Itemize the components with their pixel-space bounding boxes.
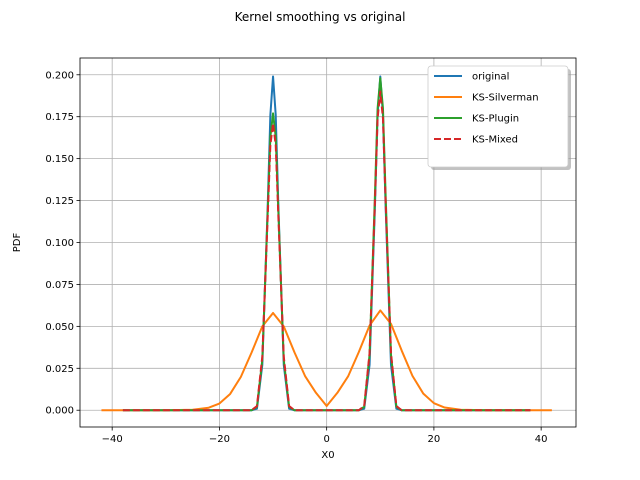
y-axis: 0.000 0.025 0.050 0.075 0.100 0.125 0.150 0.175… <box>45 70 80 417</box>
legend-entry-label: original <box>472 72 509 83</box>
y-tick-label: 0.200 <box>45 70 74 81</box>
x-tick-label: 40 <box>535 434 548 445</box>
y-tick-label: 0.175 <box>45 112 74 123</box>
x-tick-label: 0 <box>323 434 329 445</box>
legend-box <box>427 65 569 168</box>
legend-entry-label: KS-Mixed <box>472 135 518 146</box>
x-axis-label: X0 <box>321 450 334 461</box>
legend-entry-label: KS-Plugin <box>472 114 519 125</box>
y-tick-label: 0.075 <box>45 280 74 291</box>
y-tick-label: 0.050 <box>45 322 74 333</box>
x-tick-label: 20 <box>428 434 441 445</box>
y-tick-label: 0.125 <box>45 196 74 207</box>
grid <box>80 58 576 427</box>
y-tick-label: 0.025 <box>45 364 74 375</box>
series-lines <box>101 75 552 412</box>
x-axis: −40 −20 0 20 40 <box>102 427 548 445</box>
x-tick-label: −20 <box>209 434 230 445</box>
chart-title: Kernel smoothing vs original <box>235 10 406 24</box>
legend-entry-label: KS-Silverman <box>472 93 539 104</box>
y-axis-label: PDF <box>12 233 23 253</box>
y-tick-label: 0.150 <box>45 154 74 165</box>
series-line-ks-mixed <box>122 90 531 412</box>
x-tick-label: −40 <box>102 434 123 445</box>
y-tick-label: 0.000 <box>45 406 74 417</box>
legend: original KS-Silverman KS-Plugin KS-Mixed <box>427 65 571 170</box>
series-line-ks-silverman <box>101 309 552 412</box>
y-tick-label: 0.100 <box>45 238 74 249</box>
